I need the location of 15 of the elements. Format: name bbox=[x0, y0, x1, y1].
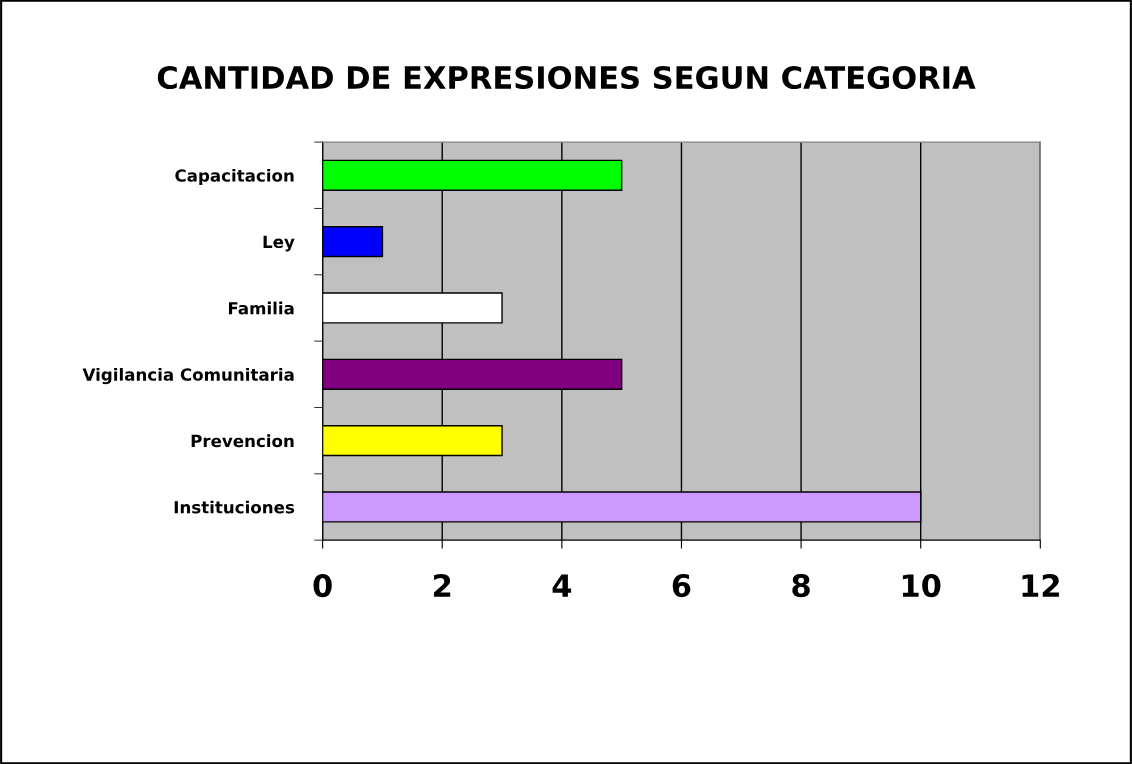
bar bbox=[322, 225, 384, 258]
x-tick-label: 12 bbox=[1022, 574, 1059, 597]
y-tick-label: Instituciones bbox=[174, 500, 295, 514]
y-tick-label: Capacitacion bbox=[175, 168, 294, 186]
x-tick-label: 10 bbox=[902, 574, 941, 598]
x-tick-label: 4 bbox=[552, 574, 572, 597]
x-tick-label: 6 bbox=[672, 574, 691, 598]
x-tick-label: 2 bbox=[434, 574, 451, 597]
y-tick-label: Familia bbox=[228, 301, 294, 315]
chart-title: CANTIDAD DE EXPRESIONES SEGUN CATEGORIA bbox=[157, 65, 976, 90]
x-tick-label: 0 bbox=[313, 574, 332, 598]
y-tick-label: Vigilancia Comunitaria bbox=[82, 367, 294, 385]
x-tick-label: 8 bbox=[792, 574, 810, 598]
y-tick-label: Ley bbox=[263, 235, 295, 252]
y-tick-label: Prevencion bbox=[191, 434, 294, 448]
